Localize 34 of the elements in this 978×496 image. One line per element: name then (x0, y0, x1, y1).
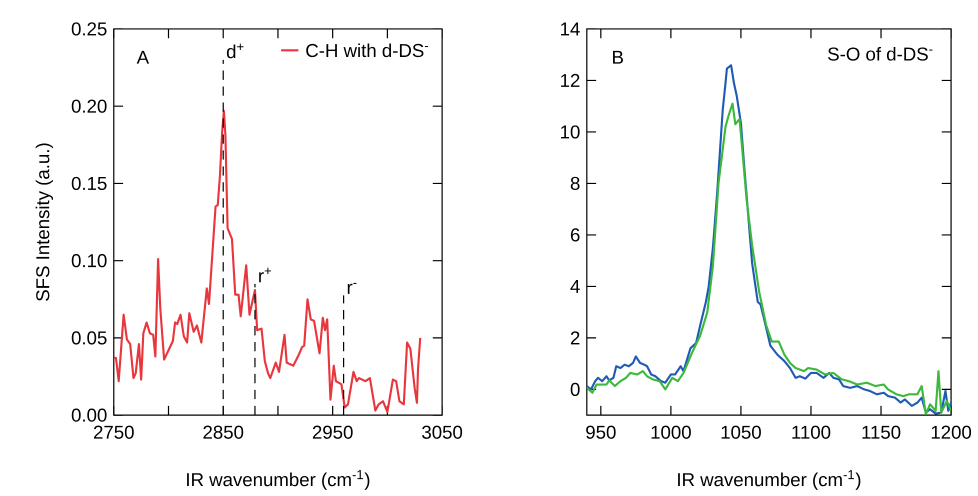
y-tick-label: 0.20 (72, 100, 107, 113)
y-tick-label: 8 (570, 176, 580, 190)
x-tick-label: 2750 (94, 426, 134, 439)
legend-label: C-H with d-DS$^{-}$ (306, 43, 428, 58)
x-tick-label: 3050 (422, 426, 462, 439)
legend-title: S-O of d-DS$^{-}$ (828, 46, 932, 61)
x-tick-label: 2850 (203, 426, 244, 439)
y-tick-label: 10 (561, 125, 580, 138)
x-tick-label: 1150 (862, 426, 900, 439)
y-tick-label: 2 (570, 331, 580, 344)
y-tick-label: 0.15 (72, 176, 107, 190)
y-tick-label: 0.10 (72, 254, 107, 268)
ref-line-label: d$^{+}$ (226, 44, 244, 58)
y-tick-label: 0.25 (72, 22, 107, 36)
x-axis-title: IR wavenumber (cm$^{-1}$) (678, 470, 860, 490)
x-axis-title: IR wavenumber (cm$^{-1}$) (187, 470, 370, 490)
y-tick-label: 0.00 (72, 408, 107, 422)
text: A (136, 50, 150, 64)
x-tick-label: 950 (586, 426, 616, 439)
x-tick-label: 1050 (722, 426, 761, 439)
y-tick-label: 4 (570, 280, 580, 293)
x-tick-label: 1000 (652, 426, 691, 439)
y-tick-label: 6 (570, 228, 580, 242)
y-tick-label: 14 (561, 22, 580, 36)
ref-line-label: r$^{-}$ (348, 282, 356, 294)
y-tick-label: 0.05 (72, 331, 107, 344)
x-tick-label: 1100 (792, 426, 830, 439)
x-tick-label: 1200 (932, 426, 972, 439)
y-axis-title: SFS Intensity (a.u.) (36, 143, 54, 301)
x-tick-label: 2950 (312, 426, 353, 439)
y-tick-label: 12 (561, 74, 580, 87)
ref-line-label: r$^{+}$ (259, 268, 272, 282)
y-tick-label: 0 (570, 382, 580, 396)
text: B (613, 50, 623, 64)
